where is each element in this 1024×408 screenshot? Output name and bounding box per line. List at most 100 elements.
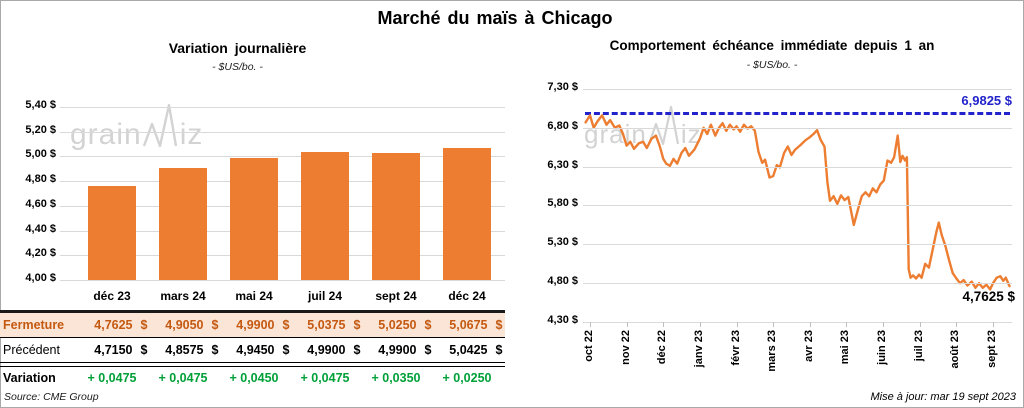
currency-sign: $: [424, 343, 432, 357]
bar-chart-x-tick: déc 24: [448, 289, 486, 303]
table-cell: 4,7150 $: [77, 338, 147, 362]
line-chart-axis-tick: [992, 322, 994, 327]
line-chart-x-tick: juin 23: [876, 330, 889, 365]
line-chart-x-tick: avr 23: [802, 330, 815, 362]
bar-chart-x-tick: mars 24: [160, 289, 206, 303]
bar-mai 24: [230, 157, 278, 280]
line-chart-y-tick: 4,80 $: [547, 275, 578, 288]
bar-chart-gridline: [60, 107, 505, 108]
bar-chart-y-tick: 4,20 $: [25, 247, 56, 260]
line-chart-axis-tick: [699, 322, 701, 327]
bar-chart-x-tick: juil 24: [307, 289, 342, 303]
line-chart-y-tick: 5,30 $: [547, 236, 578, 249]
bar-déc 23: [88, 185, 136, 280]
table-cell: + 0,0475: [290, 366, 361, 390]
bar-sept 24: [372, 153, 420, 280]
bar-chart-y-tick: 4,40 $: [25, 222, 56, 235]
cell-value: 5,0675: [449, 318, 488, 332]
line-chart-x-tick: mars 23: [766, 330, 779, 372]
line-chart-y-tick: 4,30 $: [547, 313, 578, 326]
line-chart-gridline: [583, 244, 1012, 246]
line-chart-axis-tick: [956, 322, 958, 327]
bar-déc 24: [443, 148, 491, 280]
line-chart-gridline: [583, 321, 1012, 323]
bar-chart-gridline: [60, 205, 505, 207]
cell-value: + 0,0450: [229, 371, 279, 385]
bar-chart-title: Variation journalière: [168, 40, 307, 56]
price-line-svg: [584, 114, 1011, 291]
bar-chart-y-tick: 5,40 $: [25, 99, 56, 111]
bar-chart-gridline: [60, 156, 505, 158]
bar-chart-y-tick: 4,80 $: [25, 173, 56, 186]
line-chart-x-tick: févr 23: [729, 330, 742, 366]
bar-chart-y-tick: 4,00 $: [25, 271, 56, 284]
cell-value: 4,7625: [94, 318, 133, 332]
last-price-label: 4,7625 $: [962, 289, 1015, 304]
table-cell: 5,0675 $: [432, 313, 502, 337]
cell-value: + 0,0475: [87, 371, 137, 385]
cell-value: 4,9450: [236, 343, 275, 357]
cell-value: 4,9900: [236, 318, 275, 332]
line-chart-axis-tick: [736, 322, 738, 327]
watermark-text: iz: [179, 118, 204, 151]
line-chart-x-tick: nov 22: [619, 330, 632, 365]
bar-chart-subtitle: - $US/bo. -: [212, 61, 263, 73]
line-chart-axis-tick: [809, 322, 811, 327]
table-cell: 4,7625 $: [77, 313, 147, 337]
table-cell: + 0,0350: [361, 366, 432, 390]
cell-value: 4,7150: [94, 343, 133, 357]
line-chart-gridline: [583, 127, 1012, 129]
price-line: [584, 114, 1011, 291]
reference-value-label: 6,9825 $: [961, 93, 1012, 108]
bar-chart-y-tick: 5,00 $: [25, 148, 56, 161]
line-chart-axis-tick: [846, 322, 848, 327]
line-chart-subtitle: - $US/bo. -: [746, 59, 798, 71]
cell-value: + 0,0475: [158, 371, 208, 385]
table-row-variation: Variation + 0,0475 + 0,0475 + 0,0450 + 0,047…: [0, 366, 505, 390]
row-label: Précédent: [3, 343, 60, 357]
line-chart-gridline: [583, 283, 1012, 285]
watermark-text: iz: [680, 119, 702, 149]
line-chart-y-tick: 7,30 $: [547, 81, 578, 93]
cell-value: 5,0375: [307, 318, 346, 332]
line-chart-axis-tick: [663, 322, 665, 327]
bar-chart-gridline: [60, 279, 505, 281]
cell-value: 4,8575: [165, 343, 204, 357]
cell-value: + 0,0350: [371, 371, 421, 385]
table-cell: + 0,0475: [148, 366, 219, 390]
bar-chart-y-tick: 4,60 $: [25, 197, 56, 210]
cell-value: + 0,0475: [300, 371, 350, 385]
table-row-precedent: Précédent 4,7150 $4,8575 $4,9450 $4,9900 $4,9…: [0, 338, 505, 362]
table-cell: 4,8575 $: [148, 338, 219, 362]
line-chart-x-tick: mai 23: [839, 330, 852, 365]
bar-chart-x-tick: déc 23: [93, 289, 131, 303]
grainwiz-watermark: grain iz: [70, 102, 203, 152]
cell-value: + 0,0250: [442, 371, 492, 385]
currency-sign: $: [282, 343, 290, 357]
row-label: Fermeture: [3, 318, 65, 332]
line-chart-y-tick: 6,80 $: [547, 119, 578, 132]
watermark-spike-icon: [647, 105, 679, 146]
bar-chart-gridline: [60, 181, 505, 183]
table-cell: + 0,0450: [219, 366, 290, 390]
currency-sign: $: [424, 318, 432, 332]
reference-line: [585, 112, 1010, 115]
line-chart-axis-tick: [883, 322, 885, 327]
currency-sign: $: [353, 318, 361, 332]
currency-sign: $: [211, 343, 219, 357]
line-chart-title: Comportement échéance immédiate depuis 1…: [609, 38, 935, 53]
line-chart-x-tick: oct 22: [583, 330, 595, 362]
watermark-spike-icon: [142, 103, 177, 148]
watermark-text: grain: [584, 119, 647, 149]
table-cell: 5,0375 $: [290, 313, 361, 337]
bar-chart-gridline: [60, 230, 505, 232]
table-double-rule: [0, 362, 505, 367]
table-cell: + 0,0475: [77, 366, 148, 390]
line-chart-x-tick: sept 23: [985, 330, 998, 368]
bar-chart-gridline: [60, 255, 505, 257]
table-cell: 4,9450 $: [219, 338, 290, 362]
line-chart-x-tick: déc 22: [656, 330, 669, 365]
line-chart-x-tick: juil 23: [912, 330, 925, 362]
currency-sign: $: [353, 343, 361, 357]
bar-mars 24: [159, 168, 207, 280]
